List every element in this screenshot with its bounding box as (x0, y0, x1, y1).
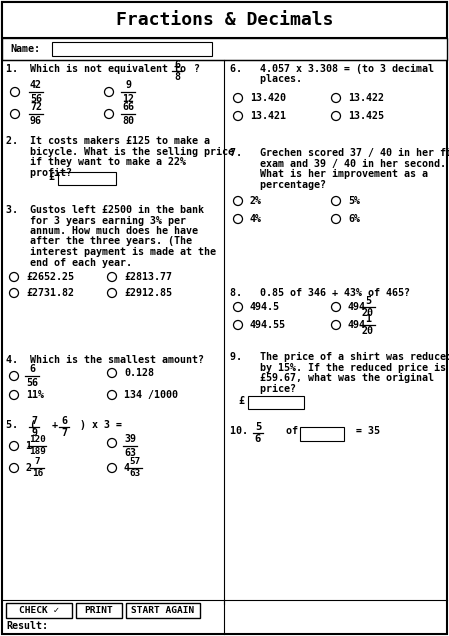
Text: 72: 72 (30, 102, 42, 113)
Text: 5%: 5% (348, 196, 360, 206)
Text: 6%: 6% (348, 214, 360, 224)
Text: 9.   The price of a shirt was reduced: 9. The price of a shirt was reduced (230, 352, 449, 362)
Text: 63: 63 (124, 448, 136, 457)
Text: 1.  Which is not equivalent to: 1. Which is not equivalent to (6, 64, 186, 74)
Text: 189: 189 (29, 448, 46, 457)
Text: by 15%. If the reduced price is: by 15%. If the reduced price is (230, 363, 446, 373)
Text: PRINT: PRINT (84, 606, 114, 615)
Text: 10.: 10. (230, 426, 260, 436)
Text: 4: 4 (123, 463, 129, 473)
Text: START AGAIN: START AGAIN (132, 606, 194, 615)
Bar (52, 42, 212, 56)
Text: 9: 9 (125, 81, 131, 90)
Text: 13.425: 13.425 (348, 111, 384, 121)
Bar (300, 427, 344, 441)
Text: 6: 6 (255, 434, 261, 445)
Text: £: £ (238, 396, 244, 406)
Bar (2, 38, 447, 60)
Text: 13.421: 13.421 (250, 111, 286, 121)
Text: price?: price? (230, 384, 296, 394)
Text: Result:: Result: (6, 621, 48, 631)
Text: for 3 years earning 3% per: for 3 years earning 3% per (6, 216, 186, 226)
Bar (2, 2, 447, 38)
Bar (58, 172, 116, 184)
Text: 42: 42 (30, 81, 42, 90)
Text: 4.  Which is the smallest amount?: 4. Which is the smallest amount? (6, 355, 204, 365)
Text: £: £ (48, 172, 54, 181)
Text: 5: 5 (365, 296, 371, 305)
Text: 8.   0.85 of 346 + 43% of 465?: 8. 0.85 of 346 + 43% of 465? (230, 288, 410, 298)
Text: 66: 66 (122, 102, 134, 113)
Text: 5.  (: 5. ( (6, 420, 36, 430)
Text: 4%: 4% (250, 214, 262, 224)
Text: 12: 12 (122, 93, 134, 104)
Text: if they want to make a 22%: if they want to make a 22% (6, 157, 186, 167)
Text: 6: 6 (29, 364, 35, 375)
Text: ?: ? (188, 64, 200, 74)
Bar (76, 603, 122, 618)
Text: 96: 96 (30, 116, 42, 125)
Text: 16: 16 (32, 469, 43, 478)
Text: 80: 80 (122, 116, 134, 125)
Text: 56: 56 (26, 378, 38, 387)
Text: percentage?: percentage? (230, 179, 326, 190)
Text: 57: 57 (130, 457, 141, 466)
Text: 6: 6 (174, 60, 180, 69)
Text: 494: 494 (348, 320, 366, 330)
Text: 6: 6 (61, 415, 67, 425)
Text: 7.   Grechen scored 37 / 40 in her first: 7. Grechen scored 37 / 40 in her first (230, 148, 449, 158)
Text: 56: 56 (30, 93, 42, 104)
Text: 8: 8 (174, 73, 180, 83)
Bar (248, 396, 304, 409)
Text: 13.422: 13.422 (348, 93, 384, 103)
Text: £2652.25: £2652.25 (26, 272, 74, 282)
Text: exam and 39 / 40 in her second.: exam and 39 / 40 in her second. (230, 158, 446, 169)
Text: of: of (274, 426, 298, 436)
Text: 2.  It costs makers £125 to make a: 2. It costs makers £125 to make a (6, 136, 210, 146)
Text: Fractions & Decimals: Fractions & Decimals (116, 11, 333, 29)
Text: 63: 63 (130, 469, 141, 478)
Text: 3.  Gustos left £2500 in the bank: 3. Gustos left £2500 in the bank (6, 205, 204, 215)
Bar (6, 603, 72, 618)
Text: Name:: Name: (10, 44, 40, 54)
Text: 20: 20 (362, 326, 374, 336)
Text: 20: 20 (362, 308, 374, 319)
Text: end of each year.: end of each year. (6, 258, 132, 268)
Text: ) x 3 =: ) x 3 = (74, 420, 122, 430)
Text: = 35: = 35 (350, 426, 380, 436)
Text: 1: 1 (365, 314, 371, 324)
Text: 494.55: 494.55 (250, 320, 286, 330)
Text: +: + (46, 420, 58, 430)
Text: 7: 7 (35, 457, 40, 466)
Text: profit?: profit? (6, 167, 72, 177)
Text: What is her improvement as a: What is her improvement as a (230, 169, 428, 179)
Text: £59.67, what was the original: £59.67, what was the original (230, 373, 434, 383)
Text: places.: places. (230, 74, 302, 85)
Text: 7: 7 (31, 415, 37, 425)
Text: after the three years. (The: after the three years. (The (6, 237, 192, 247)
Text: bicycle. What is the selling price: bicycle. What is the selling price (6, 146, 234, 156)
Text: 6.   4.057 x 3.308 = (to 3 decimal: 6. 4.057 x 3.308 = (to 3 decimal (230, 64, 434, 74)
Text: CHECK ✓: CHECK ✓ (19, 606, 59, 615)
Text: 0.128: 0.128 (124, 368, 154, 378)
Text: 13.420: 13.420 (250, 93, 286, 103)
Text: annum. How much does he have: annum. How much does he have (6, 226, 198, 236)
Text: 120: 120 (29, 436, 46, 445)
Text: 494: 494 (348, 302, 366, 312)
Text: 9: 9 (31, 429, 37, 438)
Text: 39: 39 (124, 434, 136, 445)
Bar (126, 603, 200, 618)
Text: 2: 2 (25, 463, 31, 473)
Text: £2813.77: £2813.77 (124, 272, 172, 282)
Text: 1: 1 (25, 441, 31, 451)
Text: £2912.85: £2912.85 (124, 288, 172, 298)
Text: interest payment is made at the: interest payment is made at the (6, 247, 216, 257)
Text: 11%: 11% (26, 390, 44, 400)
Text: 5: 5 (255, 422, 261, 431)
Text: 494.5: 494.5 (250, 302, 280, 312)
Text: 134 /1000: 134 /1000 (124, 390, 178, 400)
Text: 7: 7 (61, 429, 67, 438)
Text: 2%: 2% (250, 196, 262, 206)
Text: £2731.82: £2731.82 (26, 288, 74, 298)
